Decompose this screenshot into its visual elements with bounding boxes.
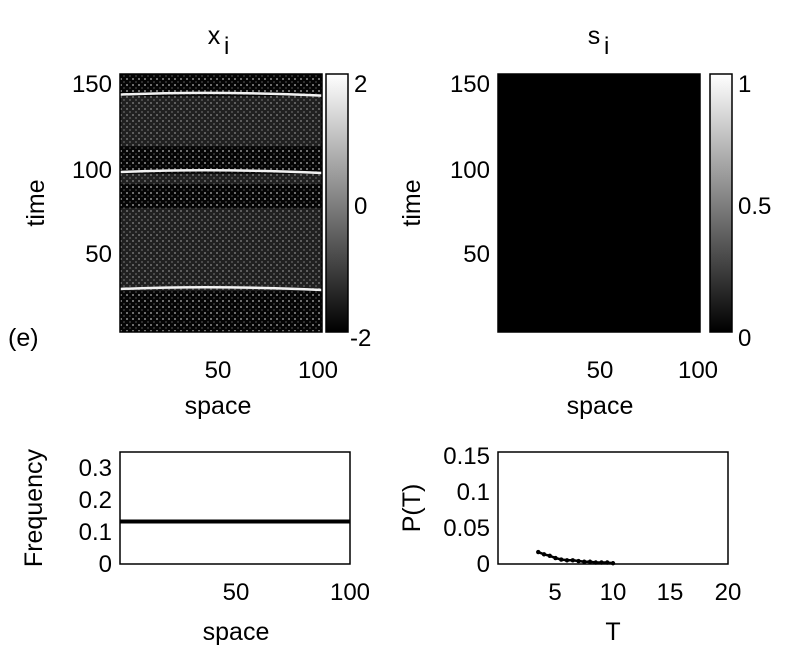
freq-xtick-100: 100 xyxy=(330,579,370,606)
pt-point-13 xyxy=(610,561,616,566)
si-xlabel: space xyxy=(567,392,634,420)
pt-point-3 xyxy=(553,555,558,561)
xi-heatmap xyxy=(119,73,323,333)
si-cbar-tick-05: 0.5 xyxy=(738,193,771,220)
si-xtick-50: 50 xyxy=(587,357,614,384)
pt-ytick-015: 0.15 xyxy=(443,443,490,470)
xi-ytick-100: 100 xyxy=(72,157,112,184)
freq-ylabel: Frequency xyxy=(20,448,48,567)
panel-xi-title-subscript: i xyxy=(224,33,229,60)
panel-pt: P(T) 0 0.05 0.1 0.15 5 10 15 20 T xyxy=(398,443,741,646)
xi-ylabel: time xyxy=(22,179,50,226)
si-cbar-tick-1: 1 xyxy=(738,71,751,98)
xi-front-line-2 xyxy=(119,91,323,97)
si-xtick-100: 100 xyxy=(678,357,718,384)
pt-point-0 xyxy=(536,549,541,555)
pt-axes xyxy=(497,451,729,565)
freq-axes xyxy=(119,451,351,565)
freq-ytick-0: 0 xyxy=(99,551,112,578)
xi-colorbar xyxy=(325,73,349,333)
freq-ytick-03: 0.3 xyxy=(79,455,112,482)
si-ylabel: time xyxy=(398,179,426,226)
si-ytick-150: 150 xyxy=(450,71,490,98)
freq-xlabel: space xyxy=(203,618,270,646)
xi-dark-band-3 xyxy=(120,74,322,97)
pt-ytick-0: 0 xyxy=(477,551,490,578)
pt-point-8 xyxy=(582,559,587,564)
xi-dark-band-1 xyxy=(120,184,322,209)
xi-ytick-50: 50 xyxy=(85,241,112,268)
panel-frequency: Frequency 0 0.1 0.2 0.3 50 100 space xyxy=(20,448,370,646)
pt-ylabel: P(T) xyxy=(398,484,426,533)
panel-xi-title: x xyxy=(208,22,221,50)
freq-xtick-50: 50 xyxy=(223,579,250,606)
freq-ytick-01: 0.1 xyxy=(79,519,112,546)
pt-point-5 xyxy=(564,558,570,563)
pt-point-9 xyxy=(587,559,593,564)
xi-ytick-150: 150 xyxy=(72,71,112,98)
pt-xtick-10: 10 xyxy=(600,579,627,606)
xi-cbar-tick-2: 2 xyxy=(354,71,367,98)
pt-point-1 xyxy=(541,552,547,557)
pt-ytick-01: 0.1 xyxy=(457,479,490,506)
xi-cbar-tick-neg2: -2 xyxy=(350,325,371,352)
pt-ytick-005: 0.05 xyxy=(443,515,490,542)
panel-si: s i time 50 100 150 50 100 space 1 0.5 0 xyxy=(398,22,771,420)
xi-dark-band-0 xyxy=(120,290,322,332)
pt-xtick-5: 5 xyxy=(548,579,561,606)
pt-point-12 xyxy=(605,560,610,565)
pt-point-4 xyxy=(559,557,564,562)
pt-point-10 xyxy=(593,560,598,565)
xi-front-line-1 xyxy=(119,169,323,175)
si-ytick-100: 100 xyxy=(450,157,490,184)
xi-xlabel: space xyxy=(185,392,252,420)
panel-si-title-subscript: i xyxy=(604,33,609,60)
si-colorbar xyxy=(709,73,733,333)
xi-front-line-0 xyxy=(119,285,323,292)
pt-point-7 xyxy=(576,558,581,564)
si-heatmap xyxy=(497,73,701,333)
pt-point-6 xyxy=(570,558,575,563)
pt-xlabel: T xyxy=(605,618,620,646)
pt-point-11 xyxy=(599,560,604,565)
xi-cbar-tick-0: 0 xyxy=(354,193,367,220)
pt-xtick-15: 15 xyxy=(657,579,684,606)
si-ytick-50: 50 xyxy=(463,241,490,268)
xi-xtick-50: 50 xyxy=(205,357,232,384)
pt-point-2 xyxy=(547,553,552,558)
freq-ytick-02: 0.2 xyxy=(79,487,112,514)
pt-plot xyxy=(536,549,616,566)
si-cbar-tick-0: 0 xyxy=(738,325,751,352)
panel-label-e: (e) xyxy=(8,324,39,352)
pt-xtick-20: 20 xyxy=(715,579,742,606)
panel-si-title: s xyxy=(588,22,601,50)
panel-xi: x i time 50 100 150 50 100 space (e) 2 0… xyxy=(8,22,371,420)
xi-frame xyxy=(119,73,323,333)
xi-xtick-100: 100 xyxy=(298,357,338,384)
